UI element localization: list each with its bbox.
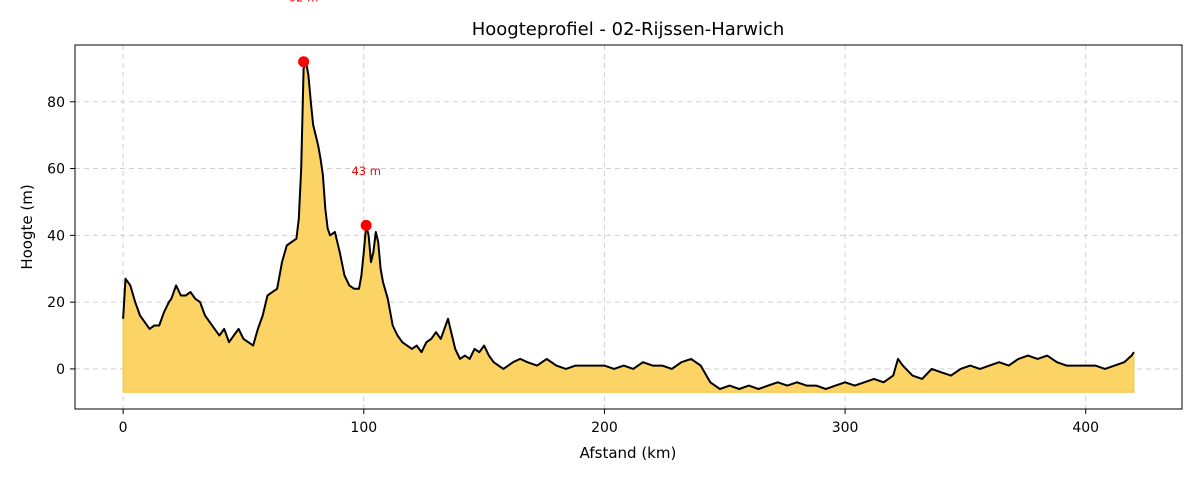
chart-title: Hoogteprofiel - 02-Rijssen-Harwich xyxy=(472,19,785,40)
y-tick-label: 80 xyxy=(47,95,65,111)
peak-marker xyxy=(298,56,310,68)
y-tick-label: 20 xyxy=(47,295,65,311)
peak-markers: 92 m 43 m xyxy=(289,0,381,231)
y-tick-label: 60 xyxy=(47,162,65,178)
y-tick-label: 40 xyxy=(47,228,65,244)
x-tick-label: 200 xyxy=(591,420,618,436)
y-tick-label: 0 xyxy=(56,362,65,378)
elevation-area xyxy=(122,59,1135,393)
x-tick-label: 300 xyxy=(832,420,859,436)
peak-marker xyxy=(360,219,372,231)
x-tick-label: 0 xyxy=(119,420,128,436)
x-tick-label: 100 xyxy=(350,420,377,436)
peak-label: 43 m xyxy=(351,164,381,178)
x-tick-label: 400 xyxy=(1072,420,1099,436)
peak-label: 92 m xyxy=(289,0,319,5)
y-axis: 0 20 40 60 80 xyxy=(47,95,75,378)
y-axis-label: Hoogte (m) xyxy=(18,184,36,269)
plot-frame xyxy=(74,44,1183,410)
elevation-line xyxy=(122,60,1135,390)
x-axis: 0 100 200 300 400 xyxy=(119,409,1099,436)
x-axis-label: Afstand (km) xyxy=(580,444,677,462)
